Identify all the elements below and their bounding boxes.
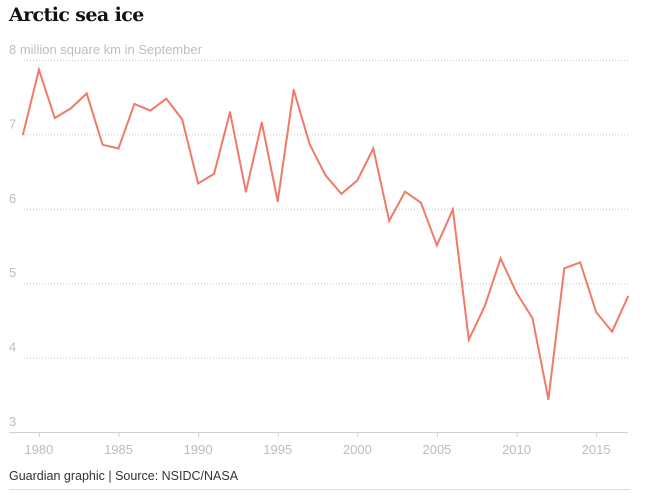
data-point-1979: [22, 133, 24, 136]
data-point-1996: [292, 88, 295, 91]
data-point-2011: [531, 317, 534, 320]
y-tick-label: 3: [9, 414, 16, 429]
data-point-1980: [37, 68, 40, 71]
data-point-1982: [69, 107, 72, 110]
data-point-1991: [213, 172, 216, 175]
data-point-1987: [149, 109, 152, 112]
x-axis: 1980 1985 1990 1995 2000 2005 2010 2015: [9, 432, 628, 457]
data-point-1999: [340, 192, 343, 195]
gridlines: [24, 60, 628, 359]
data-point-1986: [133, 102, 136, 105]
data-point-2006: [451, 208, 454, 211]
data-point-1984: [101, 143, 104, 146]
data-point-1993: [244, 190, 247, 193]
data-point-1988: [165, 97, 168, 100]
x-tick-label: 1980: [24, 442, 53, 457]
data-point-1990: [197, 182, 200, 185]
data-point-2017: [627, 295, 629, 298]
x-tick-label: 1985: [104, 442, 133, 457]
data-point-2007: [467, 338, 470, 341]
data-point-1997: [308, 143, 311, 146]
data-point-1985: [117, 147, 120, 150]
data-point-1998: [324, 174, 327, 177]
data-point-2013: [563, 267, 566, 270]
y-axis-label: 8 million square km in September: [9, 42, 202, 57]
footer-divider: [9, 489, 630, 490]
x-tick-label: 2005: [422, 442, 451, 457]
x-tick-label: 2000: [343, 442, 372, 457]
y-tick-label: 7: [9, 116, 16, 131]
data-point-2009: [499, 257, 502, 260]
chart-title: Arctic sea ice: [9, 4, 144, 26]
data-point-2005: [435, 244, 438, 247]
series-line: [22, 66, 629, 400]
x-tick-label: 1995: [263, 442, 292, 457]
data-point-1983: [85, 92, 88, 95]
data-point-2012: [547, 398, 550, 401]
series-group: [22, 66, 629, 401]
data-point-2001: [372, 147, 375, 150]
data-point-1989: [181, 118, 184, 121]
data-point-1992: [229, 111, 231, 114]
data-point-2015: [595, 311, 598, 314]
y-tick-label: 5: [9, 265, 16, 280]
data-point-2003: [404, 190, 407, 193]
x-tick-label: 1990: [184, 442, 213, 457]
data-point-2016: [611, 330, 614, 333]
data-point-1981: [53, 117, 56, 119]
x-tick-label: 2015: [582, 442, 611, 457]
data-point-2010: [515, 291, 518, 294]
data-point-2008: [483, 305, 486, 308]
data-point-1994: [260, 121, 263, 124]
y-tick-label: 4: [9, 340, 16, 355]
data-point-2000: [356, 179, 359, 182]
y-tick-labels: 7 6 5 4 3: [9, 116, 16, 429]
data-point-2004: [420, 201, 422, 204]
data-point-2002: [388, 219, 391, 222]
y-tick-label: 6: [9, 191, 16, 206]
x-tick-label: 2010: [502, 442, 531, 457]
data-point-1995: [276, 200, 279, 203]
source-note: Guardian graphic | Source: NSIDC/NASA: [9, 469, 239, 483]
data-point-2014: [579, 261, 582, 264]
